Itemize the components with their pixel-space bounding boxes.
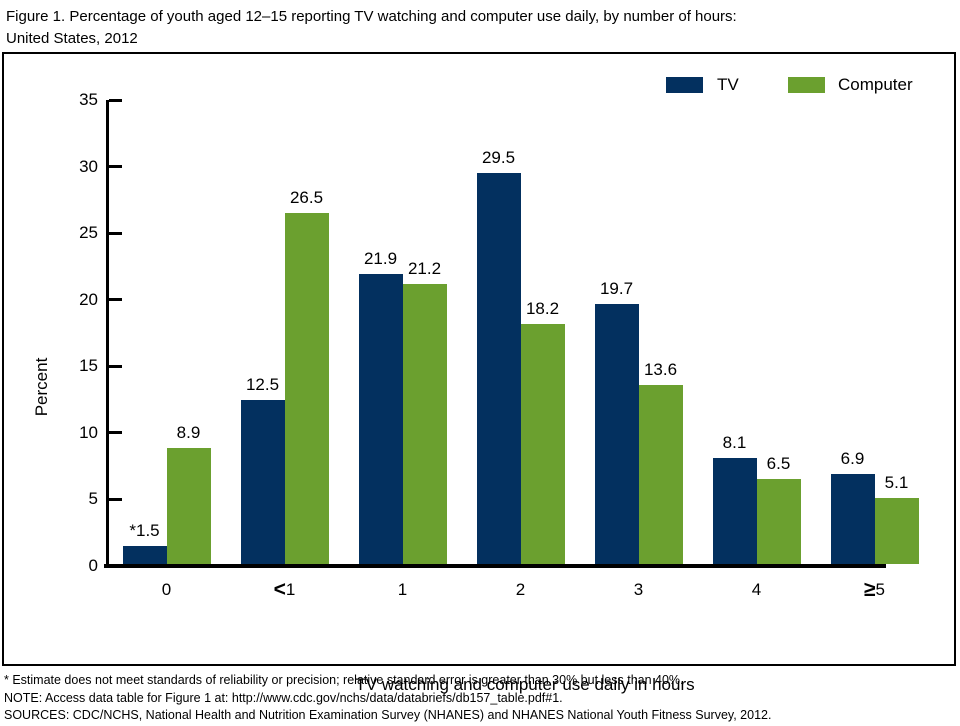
bar-computer-3 — [638, 384, 683, 564]
figure-title-line2: United States, 2012 — [6, 30, 138, 47]
bar-value-label: 29.5 — [481, 148, 516, 168]
bar-value-label: 21.2 — [407, 258, 442, 278]
figure-title-line1: Figure 1. Percentage of youth aged 12–15… — [6, 8, 737, 25]
footnote-note: NOTE: Access data table for Figure 1 at:… — [4, 690, 563, 705]
x-axis-category-label: 1 — [397, 580, 408, 599]
legend-swatch-tv — [666, 77, 703, 93]
y-axis-tick-label: 15 — [79, 356, 98, 376]
bar-value-label: 12.5 — [245, 374, 280, 394]
bar-value-label: 5.1 — [884, 473, 909, 493]
y-axis-tick — [109, 298, 122, 302]
y-axis-tick-label: 30 — [79, 156, 98, 176]
y-axis-tick-label: 35 — [79, 90, 98, 109]
footnote-sources: SOURCES: CDC/NCHS, National Health and N… — [4, 708, 772, 722]
y-axis-tick-label: 5 — [88, 489, 98, 509]
legend-label-tv: TV — [717, 75, 739, 94]
bar-value-label: 6.9 — [840, 449, 865, 469]
figure-title: Figure 1. Percentage of youth aged 12–15… — [6, 6, 946, 50]
bar-value-label: 8.1 — [722, 433, 747, 453]
chart-frame: TV Computer Percent 0 5 10 15 20 25 30 35 *1.5 12… — [2, 52, 956, 694]
y-axis-tick-label: 0 — [88, 556, 98, 575]
y-axis-tick-label: 25 — [79, 223, 98, 243]
x-axis-category-label: 2 — [515, 580, 526, 599]
bar-value-label: *1.5 — [129, 521, 160, 541]
y-axis-line — [106, 100, 109, 568]
bar-tv-<1 — [240, 399, 285, 564]
bar-computer-2 — [520, 323, 565, 564]
x-axis-category-label: ≥5 — [864, 578, 885, 601]
x-axis-category-label: <1 — [273, 578, 296, 601]
bar-tv-≥5 — [830, 474, 875, 564]
y-axis-tick — [109, 98, 122, 102]
bar-computer-1 — [402, 283, 447, 564]
bar-value-label: 21.9 — [363, 249, 398, 269]
x-axis-category-label: 4 — [751, 580, 762, 599]
bar-value-label: 26.5 — [289, 188, 324, 208]
legend-label-computer: Computer — [838, 75, 913, 94]
bar-tv-3 — [594, 303, 639, 564]
x-axis-category-label: 0 — [161, 580, 172, 599]
y-axis-tick — [109, 497, 122, 501]
bar-tv-1 — [358, 274, 403, 564]
bar-value-label: 19.7 — [599, 278, 634, 298]
x-axis-line — [104, 564, 886, 568]
bar-value-label: 13.6 — [643, 359, 678, 379]
bar-tv-2 — [476, 173, 521, 564]
bar-tv-4 — [712, 458, 757, 564]
bar-computer-≥5 — [874, 498, 919, 564]
y-axis-tick — [109, 231, 122, 235]
bar-value-label: 8.9 — [176, 422, 201, 442]
x-axis-title: TV watching and computer use daily in ho… — [355, 675, 695, 694]
bar-tv-0 — [122, 546, 167, 564]
footnotes: * Estimate does not meet standards of re… — [4, 672, 956, 725]
greater-equal-symbol: ≥ — [864, 578, 876, 601]
y-axis-tick — [109, 364, 122, 368]
bar-computer-<1 — [284, 213, 329, 564]
y-axis-tick-label: 10 — [79, 422, 98, 442]
bar-computer-4 — [756, 479, 801, 564]
y-axis-tick — [109, 431, 122, 435]
bar-value-label: 18.2 — [525, 298, 560, 318]
y-axis-tick — [109, 165, 122, 169]
plot-area: 0 5 10 15 20 25 30 35 *1.5 12.5 21.9 29.5 19.7 8.1 6.9… — [4, 54, 954, 664]
less-than-symbol: < — [273, 578, 286, 601]
bar-value-label: 6.5 — [766, 454, 791, 474]
bar-computer-0 — [166, 447, 211, 564]
x-axis-category-label: 3 — [633, 580, 644, 599]
y-axis-tick-label: 20 — [79, 289, 98, 309]
footnote-reliability: * Estimate does not meet standards of re… — [4, 673, 684, 687]
legend-swatch-computer — [788, 77, 825, 93]
